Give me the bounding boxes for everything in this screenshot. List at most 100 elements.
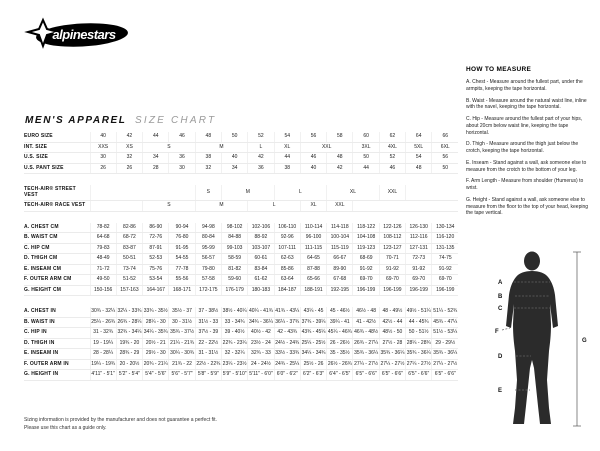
cell-value: 36¼ - 37¾ — [273, 317, 301, 328]
cell-value: 180-183 — [247, 285, 275, 296]
cell-value: 37 - 38½ — [194, 307, 222, 318]
table-row: D. THIGH CM 48-49 50-51 52-53 54-55 56-57 58-5… — [24, 253, 459, 265]
cell-value: 89-90 — [326, 264, 353, 275]
footer-line-2: Please use this chart as a guide only. — [24, 424, 107, 431]
cell-value: 30 — [168, 163, 196, 174]
cell-value: 20 - 20½ — [115, 359, 143, 370]
row-label: TECH-AIR® RACE VEST — [24, 200, 90, 212]
cell-value: XXL — [378, 185, 406, 201]
cell-value: 65-66 — [299, 274, 327, 286]
cell-value: 35½ - 37 — [168, 307, 196, 318]
cell-value: 26 — [89, 163, 117, 174]
measure-instruction: F. Arm Length - Measure from shoulder (H… — [466, 178, 584, 191]
cell-value: 79-80 — [194, 264, 222, 275]
cell-value: 42 — [115, 132, 143, 143]
how-to-measure-list: A. Chest - Measure around the fullest pa… — [466, 79, 592, 217]
table-row: E. INSEAM CM 71-72 73-74 75-76 77-78 79-80 81-… — [24, 264, 459, 275]
cell-value: 44 — [352, 163, 380, 174]
row-label: INT. SIZE — [24, 142, 90, 153]
cell-value: 38 — [194, 152, 222, 164]
table-row: F. OUTER ARM IN 19¼ - 19¾ 20 - 20½ 20¾ - 21… — [24, 359, 459, 370]
row-label: EURO SIZE — [24, 132, 90, 143]
cell-value: 21¾ - 22 — [168, 359, 196, 370]
table-row: A. CHEST IN 30¾ - 32¼ 32¼ - 33¾ 33¾ - 35½ 35… — [24, 307, 459, 318]
cell-value: 22 - 22½ — [194, 338, 222, 349]
cell-value: 77-78 — [168, 264, 196, 275]
cell-value: XXL — [299, 142, 353, 153]
cell-value: S — [142, 200, 196, 212]
cell-value: 192-195 — [326, 285, 353, 296]
table-row: U.S. PANT SIZE 26 26 28 30 32 34 36 38 40 42 44 46 48… — [24, 163, 459, 174]
cell-value: M — [194, 142, 248, 153]
cell-value: 196-199 — [378, 285, 406, 296]
cell-value: 26½ - 26¾ — [326, 359, 353, 370]
cell-value: 39¼ - 41 — [326, 317, 353, 328]
table-row: TECH-AIR® RACE VEST S M L XL XXL — [24, 200, 459, 212]
cell-value: 92-96 — [273, 232, 301, 244]
cell-value: 34¼ - 35¾ — [142, 327, 169, 339]
cell-value: 25¼ - 26¾ — [89, 317, 117, 328]
cell-value: 26 - 26½ — [326, 338, 353, 349]
cell-value: 21¼ - 21¾ — [168, 338, 196, 349]
cell-value: 30¼ - 30¾ — [168, 348, 196, 360]
table-row: B. WAIST CM 64-68 68-72 72-76 76-80 80-84 84-8… — [24, 232, 459, 244]
cell-value: 67-68 — [326, 274, 353, 286]
cell-value: 6'2" - 6'3" — [299, 369, 327, 381]
table-row: A. CHEST CM 78-82 82-86 86-90 90-94 94-98 98-1… — [24, 222, 459, 233]
cell-value: 37½ - 39 — [194, 327, 222, 339]
cell-value: 91-92 — [405, 264, 432, 275]
cell-value: 110-114 — [299, 222, 327, 233]
cell-value: 25¼ - 25½ — [299, 338, 327, 349]
how-to-measure-panel: HOW TO MEASURE A. Chest - Measure around… — [466, 66, 592, 222]
table-row: G. HEIGHT IN 4'11" - 5'1" 5'2" - 5'4" 5'4" … — [24, 369, 459, 381]
marker-inseam: E — [498, 388, 502, 394]
cell-value: 33 - 34¾ — [220, 317, 248, 328]
cell-value: 60 — [352, 132, 380, 143]
table-row: C. HIP IN 31 - 32¾ 32¾ - 34¼ 34¼ - 35¾ 35¾ -… — [24, 327, 459, 339]
cell-value: 6'5" - 6'6" — [352, 369, 380, 381]
cell-value: 50 — [352, 152, 380, 164]
cell-value: 54 — [273, 132, 301, 143]
row-label: TECH-AIR® STREET VEST — [24, 185, 90, 201]
cell-value: 4XL — [378, 142, 406, 153]
alpinestars-logo: alpinestars — [22, 16, 132, 54]
cell-value: 37¾ - 39¼ — [299, 317, 327, 328]
cell-value: 23¼ - 23½ — [220, 359, 248, 370]
cell-value: 74-75 — [431, 253, 459, 265]
cell-value: 69-70 — [431, 274, 459, 286]
cell-value: 38 — [273, 163, 301, 174]
cell-value: 88-92 — [247, 232, 275, 244]
body-silhouette-icon: A B C D E F G — [495, 251, 587, 427]
table-row: INT. SIZE XXS XS S M L XL XXL 3XL 4XL 5XL 6XL — [24, 142, 459, 153]
cell-value: 20½ - 21 — [142, 338, 169, 349]
cell-value: 35¾ - 37½ — [168, 327, 196, 339]
cell-value: 27¼ - 27½ — [378, 359, 406, 370]
cell-value: 28 - 28¼ — [89, 348, 117, 360]
cell-value: L — [247, 142, 275, 153]
cell-value: 6XL — [431, 142, 459, 153]
cell-value: L — [247, 200, 301, 212]
section-spacer — [24, 296, 458, 308]
cell-value: 48 — [326, 152, 353, 164]
cell-value: 50 - 51½ — [405, 327, 432, 339]
cell-value: 19 - 19¼ — [89, 338, 117, 349]
cell-value: 31½ - 33 — [194, 317, 222, 328]
section-spacer — [24, 174, 458, 186]
cell-value: 46½ - 48 — [352, 307, 380, 318]
cell-value: 114-118 — [326, 222, 353, 233]
cell-value: 45¾ - 47¼ — [431, 317, 459, 328]
cell-value: 24¾ - 25¼ — [273, 359, 301, 370]
table-row: F. OUTER ARM CM 49-50 51-52 53-54 55-56 57-58… — [24, 274, 459, 286]
row-label: U.S. PANT SIZE — [24, 163, 90, 174]
table-row: B. WAIST IN 25¼ - 26¾ 26¾ - 28¼ 28¼ - 30 30 … — [24, 317, 459, 328]
cell-value: 38½ - 40¼ — [220, 307, 248, 318]
cell-value: 111-115 — [299, 243, 327, 254]
cell-value: 62-63 — [273, 253, 301, 265]
cell-value: M — [194, 200, 248, 212]
cell-value: 94-98 — [194, 222, 222, 233]
cell-value: XS — [115, 142, 143, 153]
cell-value: 5'8" - 5'9" — [194, 369, 222, 381]
how-to-measure-title: HOW TO MEASURE — [466, 66, 532, 73]
cell-value: 41 - 42½ — [352, 317, 380, 328]
marker-waist: B — [498, 294, 503, 300]
